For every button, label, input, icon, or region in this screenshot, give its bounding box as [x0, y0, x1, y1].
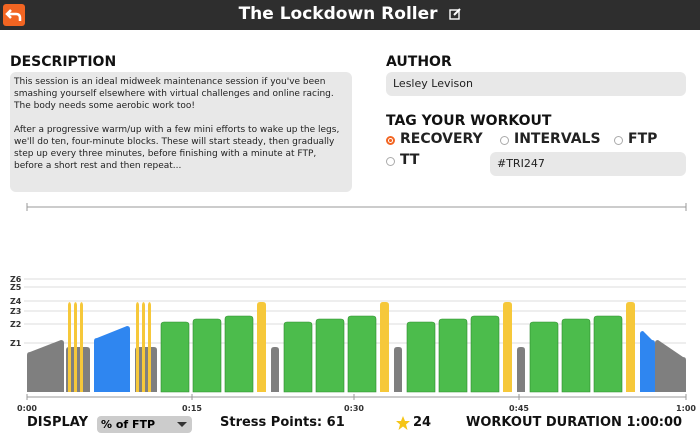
tag-label: TAG YOUR WORKOUT	[386, 113, 552, 129]
workout-block	[561, 318, 591, 393]
time-label: 1:00	[676, 404, 696, 413]
radio-option[interactable]	[386, 136, 395, 145]
star-icon	[396, 416, 410, 430]
workout-block	[27, 340, 64, 392]
workout-block	[257, 302, 266, 392]
workout-block	[148, 302, 151, 392]
workout-block	[315, 318, 345, 393]
description-text: After a progressive warm/up with a few m…	[14, 125, 340, 171]
stress-points: Stress Points: 61	[220, 415, 345, 430]
tag-option-label[interactable]: FTP	[628, 131, 658, 147]
workout-block	[655, 340, 686, 392]
hashtag: #TRI247	[497, 157, 545, 170]
workout-block	[94, 326, 130, 392]
workout-block	[626, 302, 635, 392]
workout-block	[640, 331, 655, 392]
workout-block	[74, 302, 77, 392]
display-dropdown[interactable]: % of FTP	[97, 416, 192, 433]
time-label: 0:15	[182, 404, 202, 413]
workout-block	[470, 315, 500, 393]
zone-label: Z5	[10, 283, 22, 292]
zone-label: Z6	[10, 275, 22, 284]
workout-block	[394, 347, 402, 392]
workout-block	[347, 315, 377, 393]
workout-block	[192, 318, 222, 393]
edit-icon[interactable]	[449, 8, 462, 20]
workout-block	[271, 347, 279, 392]
workout-block	[66, 347, 90, 392]
display-label: DISPLAY	[27, 415, 89, 430]
hashtag-input[interactable]: #TRI247	[490, 152, 686, 176]
workout-block	[160, 321, 190, 393]
author-label: AUTHOR	[386, 54, 452, 70]
zone-label: Z1	[10, 339, 22, 348]
time-label: 0:45	[509, 404, 529, 413]
workout-block	[80, 302, 83, 392]
workout-block	[135, 347, 157, 392]
workout-block	[283, 321, 313, 393]
stress-value: 61	[326, 415, 345, 430]
radio-option[interactable]	[386, 157, 395, 166]
zone-label: Z4	[10, 297, 22, 306]
workout-block	[136, 302, 139, 392]
display-value: % of FTP	[101, 418, 156, 431]
star-count: 24	[413, 415, 432, 430]
back-button[interactable]	[3, 4, 25, 26]
tag-option-label[interactable]: TT	[400, 152, 420, 168]
author-name: Lesley Levison	[393, 77, 473, 90]
duration-label: WORKOUT DURATION	[466, 415, 622, 430]
description-box[interactable]: This session is an ideal midweek mainten…	[10, 72, 352, 192]
time-label: 0:00	[17, 404, 37, 413]
description-label: DESCRIPTION	[10, 54, 117, 70]
title-text: The Lockdown Roller	[238, 4, 438, 24]
zone-label: Z2	[10, 320, 21, 329]
workout-block	[68, 302, 71, 392]
workout-duration: WORKOUT DURATION 1:00:00	[466, 415, 682, 430]
author-input[interactable]: Lesley Levison	[386, 72, 686, 96]
zone-label: Z3	[10, 307, 21, 316]
workout-block	[529, 321, 559, 393]
duration-value: 1:00:00	[626, 415, 683, 430]
workout-block	[224, 315, 254, 393]
workout-block	[517, 347, 525, 392]
radio-option[interactable]	[500, 136, 509, 145]
stress-label: Stress Points:	[220, 415, 323, 430]
workout-block	[380, 302, 389, 392]
workout-block	[406, 321, 436, 393]
dropdown-arrow	[177, 422, 187, 427]
workout-block	[503, 302, 512, 392]
tag-option-label[interactable]: RECOVERY	[400, 131, 483, 147]
workout-block	[142, 302, 145, 392]
time-label: 0:30	[344, 404, 364, 413]
header-bar	[0, 0, 700, 30]
workout-block	[438, 318, 468, 393]
description-text: This session is an ideal midweek mainten…	[14, 77, 334, 111]
radio-option[interactable]	[614, 136, 623, 145]
back-icon	[5, 9, 22, 21]
tag-option-label[interactable]: INTERVALS	[514, 131, 601, 147]
workout-title: The Lockdown Roller	[0, 4, 700, 24]
workout-block	[593, 315, 623, 393]
